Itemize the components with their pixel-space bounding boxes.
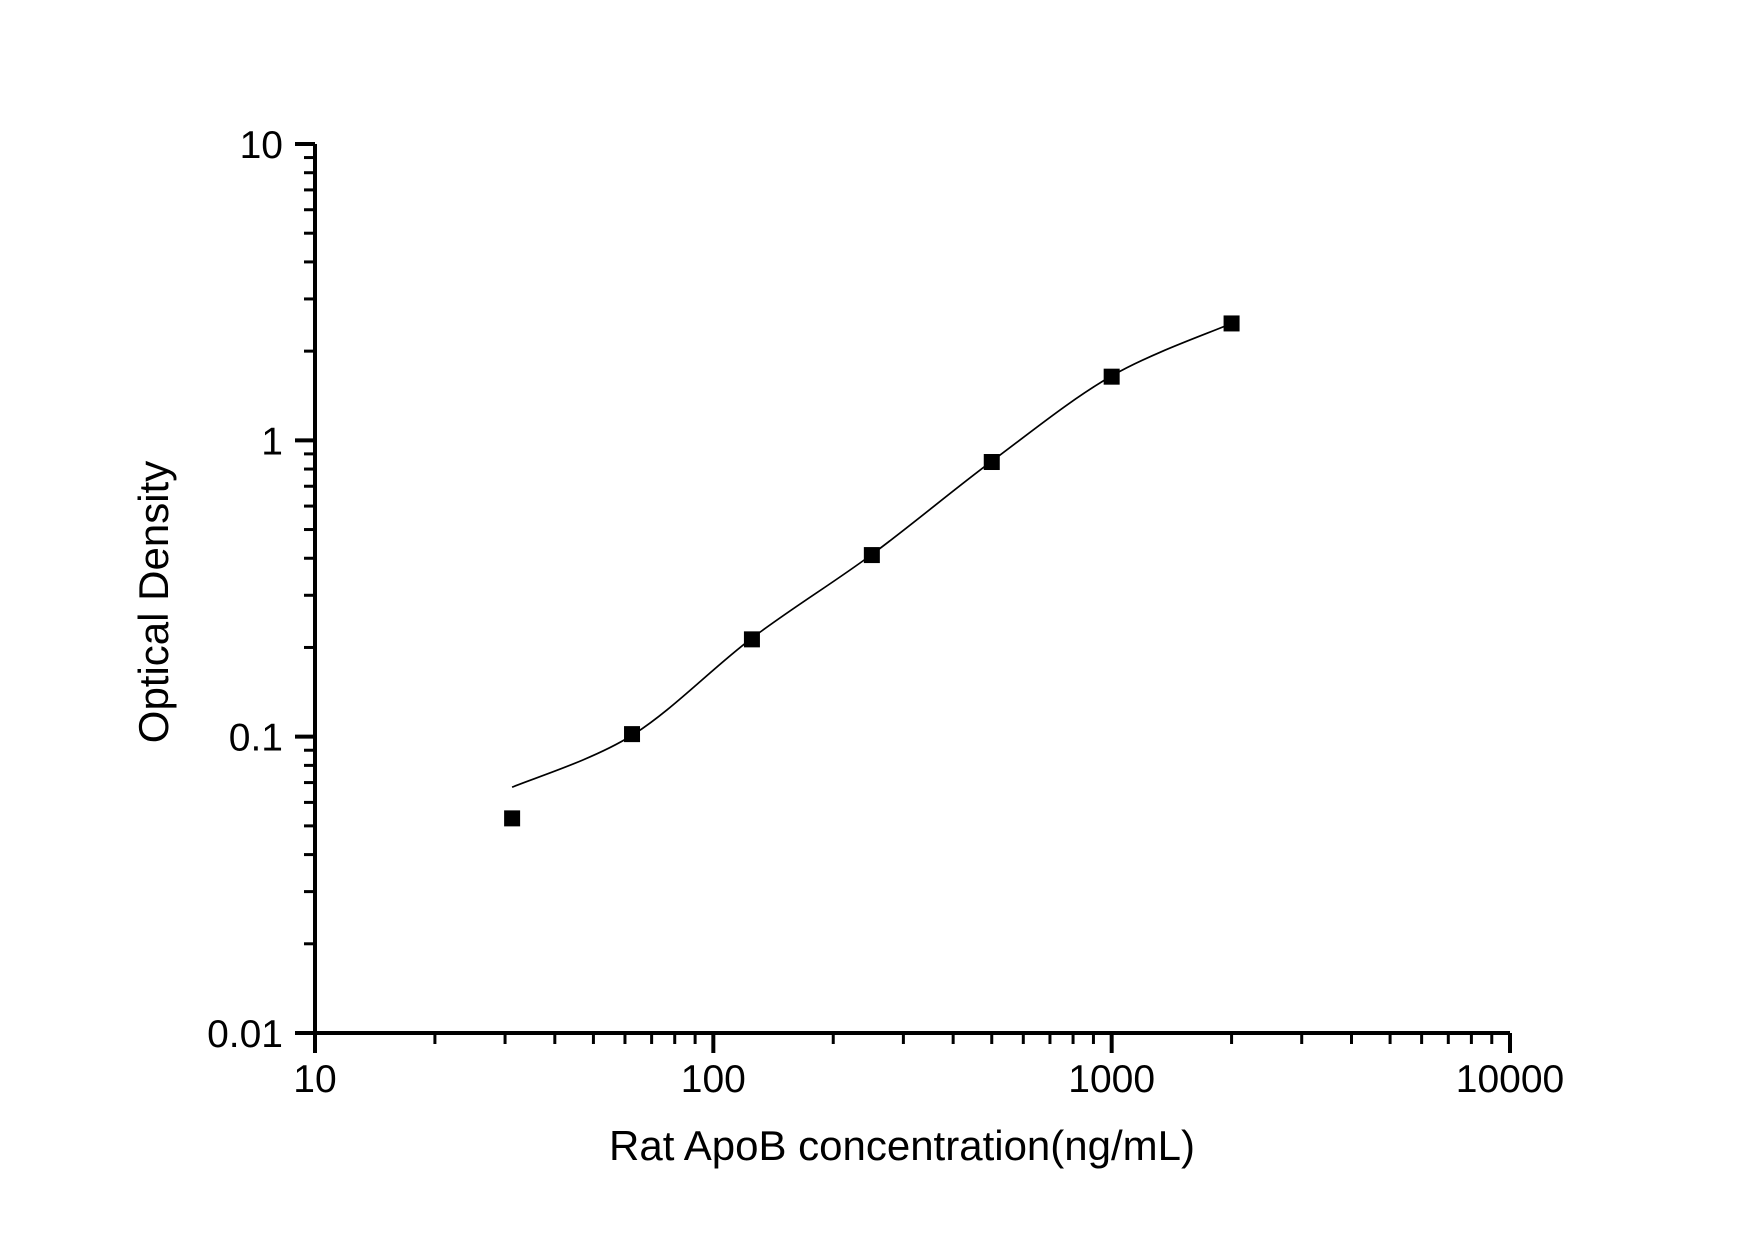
x-tick-label-10: 10 [293, 1058, 336, 1101]
data-point-marker [743, 631, 760, 648]
data-point-marker [624, 726, 641, 743]
x-tick-label-100: 100 [681, 1058, 746, 1101]
y-tick-label-0.01: 0.01 [207, 1013, 283, 1056]
data-point-marker [1103, 368, 1120, 385]
data-point-marker [1223, 315, 1240, 332]
x-tick-label-10000: 10000 [1456, 1058, 1564, 1101]
x-axis-title: Rat ApoB concentration(ng/mL) [609, 1122, 1195, 1169]
tick-layer [295, 142, 1512, 1053]
data-point-marker [983, 454, 1000, 471]
y-axis-title: Optical Density [130, 461, 177, 743]
axes-layer [313, 144, 1510, 1035]
series-layer [504, 315, 1240, 827]
y-tick-label-10: 10 [240, 124, 283, 167]
data-point-marker [504, 810, 521, 827]
y-tick-label-0.1: 0.1 [229, 717, 283, 760]
data-point-marker [863, 547, 880, 564]
y-tick-label-1: 1 [261, 420, 283, 463]
x-tick-label-1000: 1000 [1068, 1058, 1155, 1101]
tick-label-layer: 10 100 1000 10000 0.01 0.1 1 10 [207, 124, 1564, 1101]
